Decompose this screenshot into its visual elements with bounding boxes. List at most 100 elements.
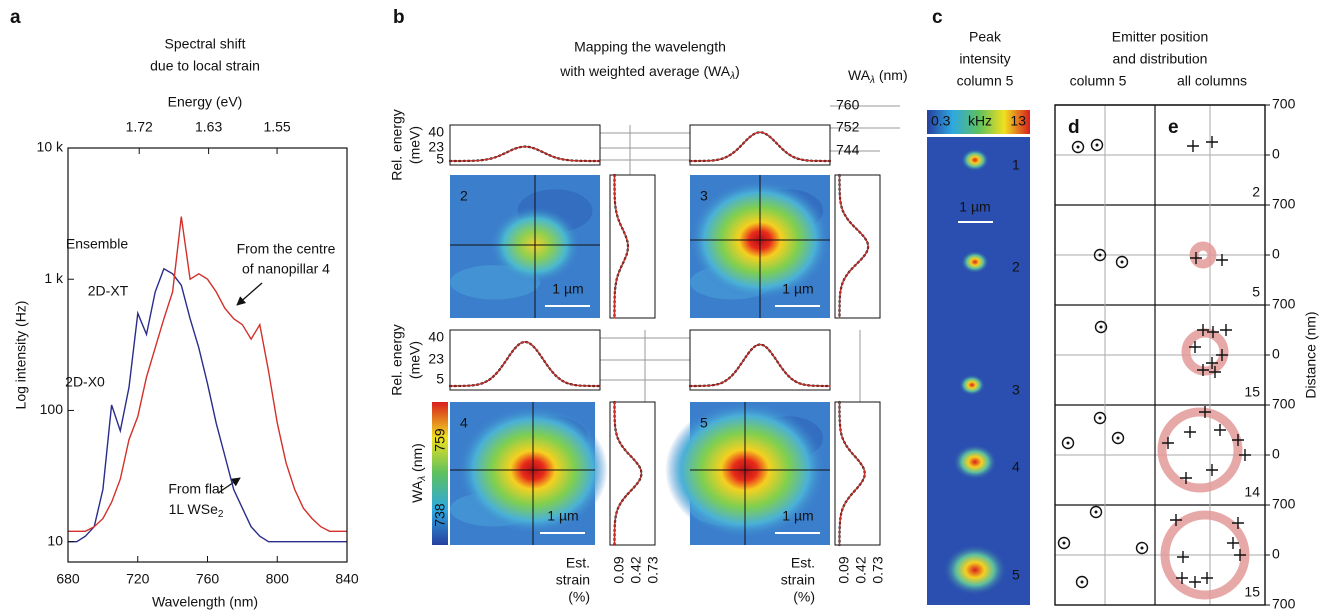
emitter-marker-dot	[1099, 325, 1103, 329]
x-tick-label: 720	[126, 571, 150, 587]
panel-title: and distribution	[1113, 51, 1208, 67]
y-tick-label: 700	[1272, 296, 1296, 312]
chart-title: Spectral shift	[165, 36, 246, 52]
chart-title: due to local strain	[150, 58, 260, 74]
x-axis-label: Wavelength (nm)	[152, 594, 258, 610]
emitter-marker	[1071, 140, 1085, 154]
profile-frame	[689, 124, 831, 166]
map-label: 3	[700, 188, 708, 204]
emission-spot	[953, 444, 997, 480]
emitter-marker	[1090, 138, 1104, 152]
colorbar-tick-label: 738	[432, 503, 448, 527]
emitter-count: 15	[1244, 384, 1260, 400]
x2-axis-label: Energy (eV)	[168, 94, 243, 110]
profile-frame	[609, 401, 656, 546]
arrow	[236, 282, 263, 306]
spectrum-line	[68, 267, 347, 543]
profile-frame	[689, 329, 831, 391]
wa-label-sub: λ	[869, 75, 875, 86]
strain-label: strain	[781, 572, 815, 588]
strain-label: (%)	[793, 589, 815, 605]
wa-label: WAλ (nm)	[848, 67, 908, 86]
connectors	[600, 105, 900, 402]
column-label: column 5	[1070, 73, 1127, 89]
y-tick-label: 0	[1272, 446, 1280, 462]
emitter-cross	[1176, 572, 1188, 584]
map-label: 4	[460, 415, 468, 431]
emitter-marker-dot	[1098, 253, 1102, 257]
emitter-marker-dot	[1098, 416, 1102, 420]
emitter-marker	[1115, 255, 1129, 269]
arrow	[217, 477, 241, 494]
emitter-cross	[1199, 406, 1211, 418]
panel-label: c	[932, 7, 943, 28]
panel-title: Peak	[969, 29, 1002, 45]
emitter-marker	[1057, 536, 1071, 550]
spot-label: 5	[1012, 567, 1020, 583]
y-tick-label: 40	[428, 124, 444, 140]
y-tick-label: 10 k	[37, 139, 64, 155]
panel-label: b	[393, 7, 405, 28]
y-tick-label: 700	[1272, 396, 1296, 412]
y-axis-label: Log intensity (Hz)	[13, 301, 29, 410]
colorbar-label-tail: (nm)	[409, 443, 425, 476]
emitter-cross	[1197, 364, 1209, 376]
colorbar-tick-label: 759	[432, 428, 448, 452]
x2-tick-label: 1.72	[126, 119, 153, 135]
scale-bar-label: 1 µm	[547, 508, 578, 524]
emitter-cross	[1180, 472, 1192, 484]
profile-frame	[609, 174, 656, 319]
colorbar-tick-label: 0.3	[931, 113, 951, 129]
emitter-marker	[1075, 575, 1089, 589]
wa-label-tail: (nm)	[875, 67, 908, 83]
x2-tick-label: 1.55	[263, 119, 290, 135]
colorbar-label-sub: λ	[417, 476, 428, 482]
y-axis-label: Rel. energy	[389, 324, 405, 396]
map-label: 2	[460, 188, 468, 204]
emitter-cross	[1177, 551, 1189, 563]
profile-frame	[449, 329, 601, 391]
strain-label: strain	[556, 572, 590, 588]
y-tick-label: 1 k	[44, 270, 64, 286]
profile-curve	[689, 343, 831, 387]
scale-bar-label: 1 µm	[782, 281, 813, 297]
emitter-marker-dot	[1095, 143, 1099, 147]
emitter-cross	[1220, 324, 1232, 336]
emitter-cross	[1206, 357, 1218, 369]
emitter-count: 15	[1244, 584, 1260, 600]
panel-title: Emitter position	[1112, 29, 1208, 45]
emission-spot	[943, 544, 1007, 596]
emitter-marker-dot	[1076, 145, 1080, 149]
emitter-marker	[1111, 431, 1125, 445]
panel-title: column 5	[957, 73, 1014, 89]
y-tick-label: 0	[1272, 346, 1280, 362]
emitter-marker-dot	[1140, 546, 1144, 550]
emitter-cross	[1189, 576, 1201, 588]
emitter-marker-dot	[1080, 580, 1084, 584]
profile-curve	[449, 341, 601, 387]
emitter-cross	[1216, 349, 1228, 361]
emitter-cross	[1232, 517, 1244, 529]
profile-frame	[834, 174, 881, 319]
column-label: all columns	[1177, 73, 1247, 89]
emitter-marker	[1094, 320, 1108, 334]
annotation: From the centre	[237, 241, 336, 257]
y-axis-label: Distance (nm)	[1303, 311, 1319, 398]
y-axis-label: (meV)	[407, 341, 423, 379]
emitter-marker	[1093, 411, 1107, 425]
emitter-count: 5	[1252, 284, 1260, 300]
distribution-ring	[1189, 241, 1217, 269]
scale-bar-label: 1 µm	[552, 281, 583, 297]
emitter-count: 14	[1244, 484, 1260, 500]
spot-label: 1	[1012, 157, 1020, 173]
emitter-marker	[1061, 436, 1075, 450]
emitter-marker	[1089, 505, 1103, 519]
y-tick-label: 0	[1272, 246, 1280, 262]
strain-tick-label: 0.42	[628, 556, 644, 583]
emitter-cross	[1207, 326, 1219, 338]
panel-title-sub: λ	[729, 71, 735, 82]
emission-spot	[959, 374, 985, 396]
emitter-cross	[1187, 140, 1199, 152]
emitter-marker-dot	[1094, 510, 1098, 514]
